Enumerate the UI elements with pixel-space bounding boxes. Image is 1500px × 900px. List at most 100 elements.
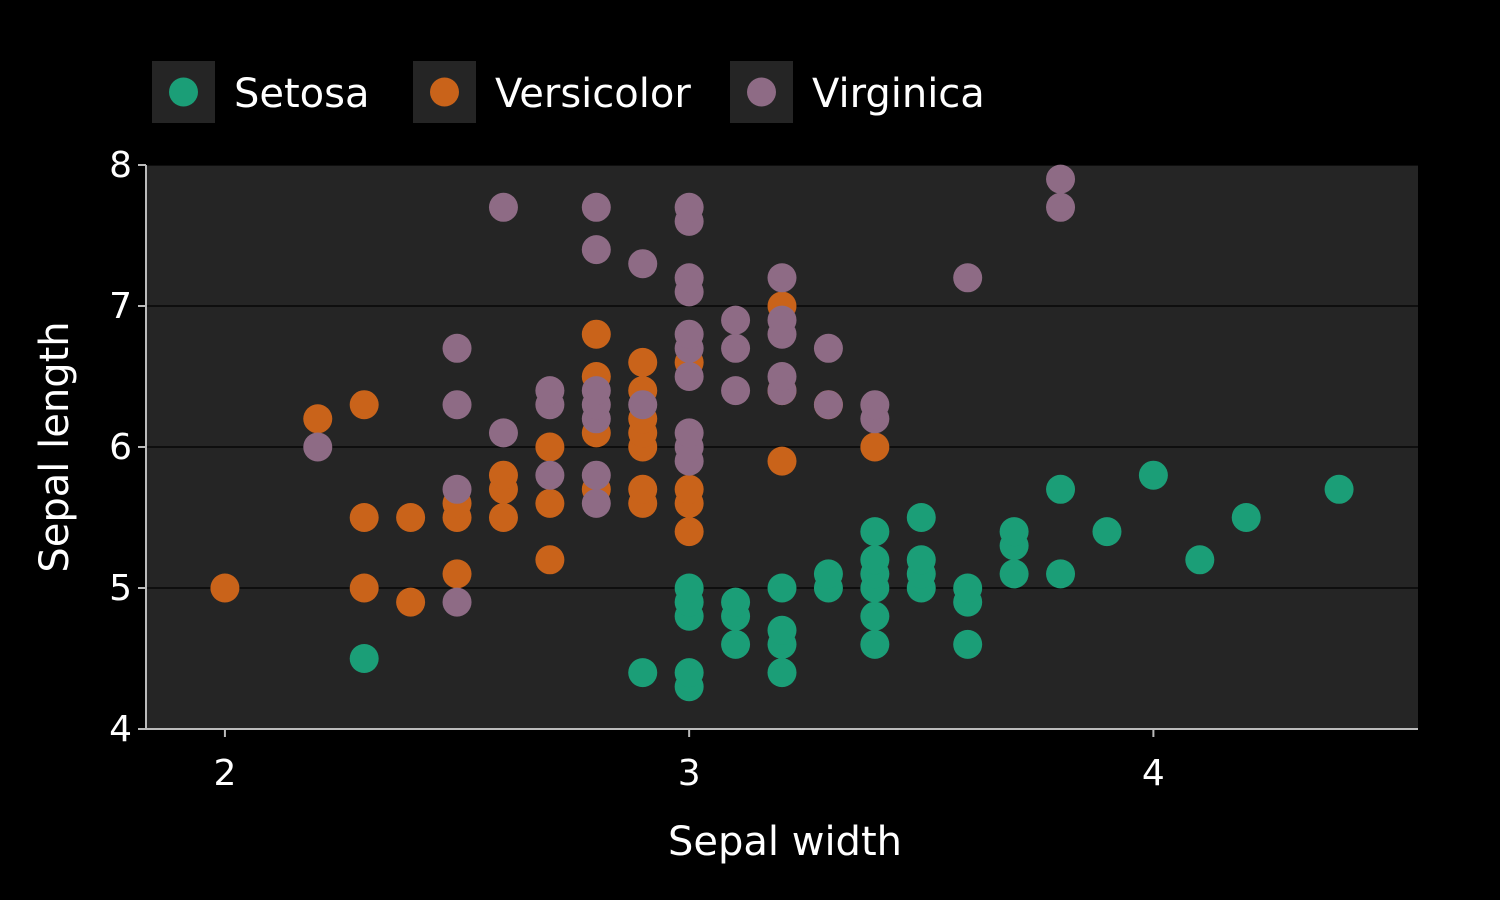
point-virginica xyxy=(535,460,565,490)
point-virginica xyxy=(581,235,611,265)
point-virginica xyxy=(488,418,518,448)
point-versicolor xyxy=(396,587,426,617)
legend-label-versicolor: Versicolor xyxy=(495,71,691,117)
point-setosa xyxy=(1324,474,1354,504)
point-setosa xyxy=(860,545,890,575)
x-axis-title: Sepal width xyxy=(668,819,902,865)
point-setosa xyxy=(953,629,983,659)
x-tick-label: 3 xyxy=(678,753,701,794)
axes: 4 5 6 7 8 2 3 4 xyxy=(109,145,1418,794)
point-setosa xyxy=(1185,545,1215,575)
y-tick-label: 7 xyxy=(109,286,132,327)
legend-marker-setosa xyxy=(169,77,198,107)
point-virginica xyxy=(721,376,751,406)
legend-marker-virginica xyxy=(747,77,776,107)
y-tick-label: 6 xyxy=(109,427,132,468)
point-versicolor xyxy=(303,404,333,434)
point-virginica xyxy=(721,333,751,363)
point-setosa xyxy=(999,559,1029,589)
point-versicolor xyxy=(349,390,379,420)
point-setosa xyxy=(953,573,983,603)
point-setosa xyxy=(1138,460,1168,490)
point-versicolor xyxy=(535,432,565,462)
point-virginica xyxy=(813,333,843,363)
point-setosa xyxy=(721,587,751,617)
y-tick-label: 8 xyxy=(109,145,132,186)
point-versicolor xyxy=(628,474,658,504)
point-setosa xyxy=(1046,559,1076,589)
point-virginica xyxy=(860,390,890,420)
point-setosa xyxy=(999,517,1029,547)
x-tick-label: 2 xyxy=(213,753,236,794)
point-virginica xyxy=(442,333,472,363)
point-virginica xyxy=(767,305,797,335)
point-virginica xyxy=(674,362,704,391)
point-virginica xyxy=(1046,192,1076,222)
point-setosa xyxy=(674,573,704,603)
point-virginica xyxy=(674,319,704,349)
y-tick-label: 4 xyxy=(109,709,132,750)
point-versicolor xyxy=(488,460,518,490)
point-versicolor xyxy=(349,503,379,532)
point-virginica xyxy=(442,474,472,504)
point-setosa xyxy=(860,517,890,547)
point-setosa xyxy=(1092,517,1122,547)
point-virginica xyxy=(953,263,983,293)
point-versicolor xyxy=(349,573,379,603)
point-virginica xyxy=(674,192,704,222)
point-setosa xyxy=(813,559,843,589)
point-setosa xyxy=(1046,474,1076,504)
point-virginica xyxy=(1046,164,1076,194)
point-versicolor xyxy=(860,432,890,462)
point-versicolor xyxy=(674,474,704,504)
legend: Setosa Versicolor Virginica xyxy=(152,61,985,123)
point-versicolor xyxy=(210,573,240,603)
point-versicolor xyxy=(535,545,565,575)
point-virginica xyxy=(581,460,611,490)
point-virginica xyxy=(674,418,704,448)
point-setosa xyxy=(674,658,704,688)
point-virginica xyxy=(581,192,611,222)
legend-label-virginica: Virginica xyxy=(812,71,985,117)
point-versicolor xyxy=(674,517,704,547)
point-versicolor xyxy=(628,347,658,377)
point-setosa xyxy=(767,573,797,603)
point-versicolor xyxy=(535,488,565,518)
point-setosa xyxy=(767,658,797,688)
point-virginica xyxy=(628,390,658,420)
point-setosa xyxy=(906,503,936,532)
point-virginica xyxy=(674,263,704,293)
point-versicolor xyxy=(442,559,472,589)
point-virginica xyxy=(767,263,797,293)
point-virginica xyxy=(581,488,611,518)
point-virginica xyxy=(488,192,518,222)
point-virginica xyxy=(442,390,472,420)
legend-marker-versicolor xyxy=(430,77,459,107)
point-setosa xyxy=(628,658,658,688)
x-tick-label: 4 xyxy=(1142,753,1165,794)
point-virginica xyxy=(442,587,472,617)
point-setosa xyxy=(1231,503,1261,532)
y-axis-title: Sepal length xyxy=(32,321,78,572)
y-tick-label: 5 xyxy=(109,568,132,609)
point-virginica xyxy=(535,376,565,406)
point-setosa xyxy=(721,629,751,659)
point-versicolor xyxy=(396,503,426,532)
point-virginica xyxy=(767,362,797,391)
point-setosa xyxy=(349,644,379,673)
point-versicolor xyxy=(581,319,611,349)
point-virginica xyxy=(581,376,611,406)
data-points xyxy=(210,164,1354,702)
point-setosa xyxy=(860,629,890,659)
point-versicolor xyxy=(767,446,797,476)
point-virginica xyxy=(628,249,658,279)
point-virginica xyxy=(721,305,751,335)
point-versicolor xyxy=(488,503,518,532)
legend-label-setosa: Setosa xyxy=(234,71,370,117)
point-setosa xyxy=(860,601,890,631)
point-setosa xyxy=(906,545,936,575)
point-virginica xyxy=(813,390,843,420)
point-setosa xyxy=(767,615,797,645)
point-virginica xyxy=(303,432,333,462)
